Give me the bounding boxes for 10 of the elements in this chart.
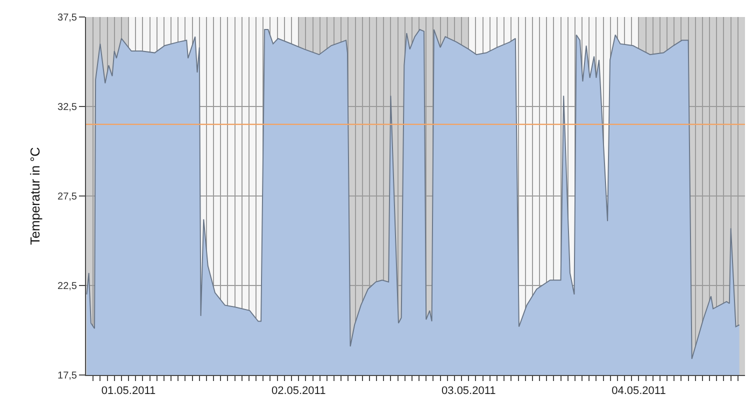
y-tick-label: 32,5 xyxy=(58,102,78,113)
y-tick-label: 27,5 xyxy=(58,192,78,202)
y-tick-label: 37,5 xyxy=(58,12,78,24)
x-tick-label: 02.05.2011 xyxy=(271,385,326,398)
x-tick-label: 03.05.2011 xyxy=(442,385,496,398)
x-tick-label: 01.05.2011 xyxy=(101,385,156,398)
y-tick-label: 17,5 xyxy=(58,370,78,382)
y-tick-label: 22,5 xyxy=(58,281,78,292)
y-axis-title: Temperatur in °C xyxy=(27,147,42,245)
x-tick-label: 04.05.2011 xyxy=(612,385,666,398)
